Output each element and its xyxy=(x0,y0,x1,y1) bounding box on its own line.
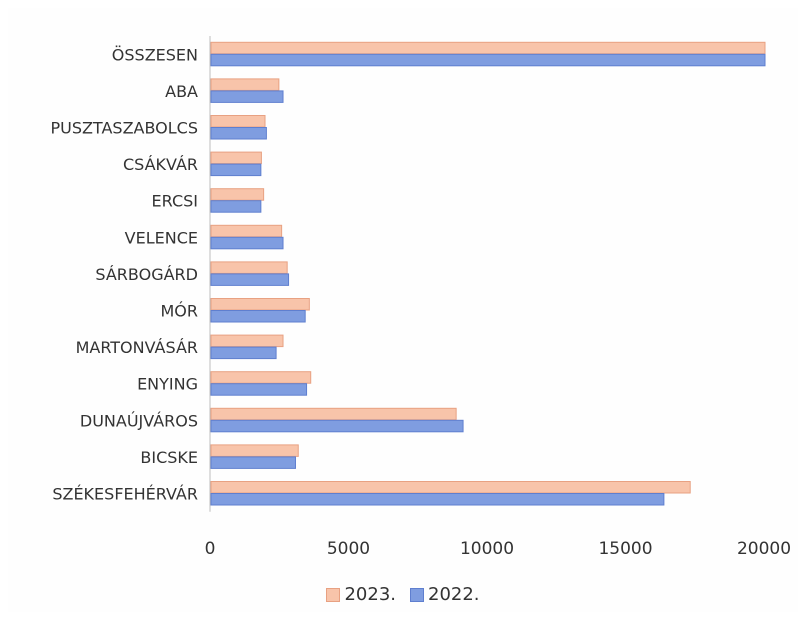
legend-item-2022: 2022. xyxy=(410,584,480,605)
bar-2022 xyxy=(210,163,262,177)
bar-2022 xyxy=(210,90,284,103)
bar-2023 xyxy=(210,298,310,311)
category-label: BICSKE xyxy=(140,448,198,467)
bar-2023 xyxy=(210,188,265,201)
category-label: ABA xyxy=(165,82,198,101)
x-tick-label: 20000 xyxy=(737,539,791,559)
category-label: SÁRBOGÁRD xyxy=(95,265,198,284)
bar-2022 xyxy=(210,346,277,360)
x-tick-label: 5000 xyxy=(327,539,370,559)
x-tick-label: 10000 xyxy=(460,539,514,559)
bar-2023 xyxy=(210,334,284,348)
bar-2022 xyxy=(210,383,308,396)
bar-2023 xyxy=(210,444,299,457)
x-tick-label: 0 xyxy=(205,539,216,559)
bar-2022 xyxy=(210,236,284,250)
bar-2022 xyxy=(210,200,262,213)
category-label: DUNAÚJVÁROS xyxy=(80,411,198,430)
legend-swatch-2022 xyxy=(410,587,424,602)
legend-label-2023: 2023. xyxy=(344,584,396,605)
bar-2022 xyxy=(210,127,267,140)
legend: 2023. 2022. xyxy=(8,584,798,605)
category-label: ERCSI xyxy=(152,192,198,211)
category-label: MÓR xyxy=(160,302,198,321)
bar-2022 xyxy=(210,310,306,323)
legend-swatch-2023 xyxy=(326,587,341,602)
bar-2023 xyxy=(210,261,288,274)
bar-2023 xyxy=(210,115,266,128)
bar-2023 xyxy=(210,78,280,91)
chart-container: ÖSSZESEN ABA PUSZTASZABOLCS CSÁKVÁR ERCSI VEL… xyxy=(8,8,798,612)
x-tick-label: 15000 xyxy=(598,539,652,559)
category-label: ENYING xyxy=(137,375,198,394)
category-label: MARTONVÁSÁR xyxy=(76,338,198,357)
category-label: CSÁKVÁR xyxy=(123,155,198,174)
bar-2022 xyxy=(210,53,766,67)
bar-2023 xyxy=(210,224,283,238)
legend-item-2023: 2023. xyxy=(326,584,396,605)
category-label: SZÉKESFEHÉRVÁR xyxy=(52,485,198,504)
category-label: ÖSSZESEN xyxy=(112,45,198,64)
bar-2023 xyxy=(210,407,457,421)
bar-2022 xyxy=(210,273,290,286)
bar-2022 xyxy=(210,419,464,433)
bar-2023 xyxy=(210,371,312,384)
bar-chart: ÖSSZESEN ABA PUSZTASZABOLCS CSÁKVÁR ERCSI VEL… xyxy=(50,36,791,559)
legend-label-2022: 2022. xyxy=(428,584,480,605)
bar-2023 xyxy=(210,481,691,494)
bar-2022 xyxy=(210,493,665,506)
category-label: PUSZTASZABOLCS xyxy=(50,119,198,138)
bar-2023 xyxy=(210,151,262,165)
category-label: VELENCE xyxy=(125,228,198,247)
bar-2022 xyxy=(210,456,296,469)
bar-2023 xyxy=(210,41,766,55)
